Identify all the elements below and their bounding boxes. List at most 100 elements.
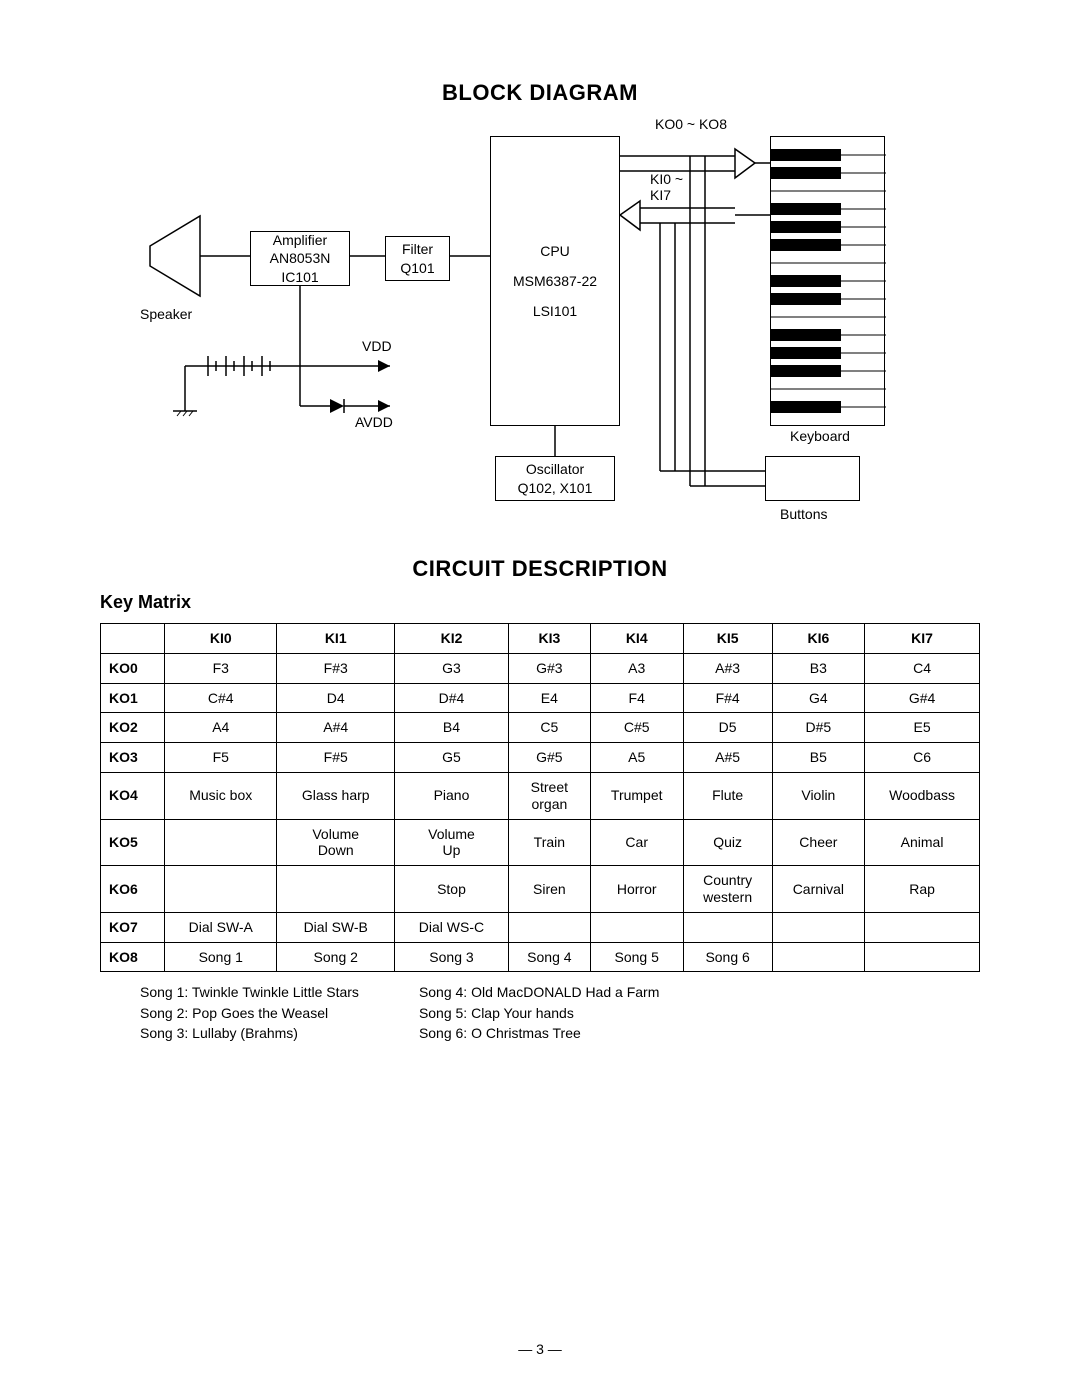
matrix-cell: Song 2 — [277, 942, 395, 972]
table-row: KO2A4A#4B4C5C#5D5D#5E5 — [101, 713, 980, 743]
matrix-cell: Song 6 — [683, 942, 772, 972]
song-entry: Song 3: Lullaby (Brahms) — [140, 1023, 359, 1043]
matrix-cell: G#4 — [865, 683, 980, 713]
matrix-cell: F3 — [165, 653, 277, 683]
matrix-cell: C#4 — [165, 683, 277, 713]
matrix-cell: D5 — [683, 713, 772, 743]
matrix-cell: G3 — [395, 653, 509, 683]
matrix-header-row: KI0KI1KI2KI3KI4KI5KI6KI7 — [101, 624, 980, 654]
matrix-cell: F#3 — [277, 653, 395, 683]
songs-legend: Song 1: Twinkle Twinkle Little StarsSong… — [100, 982, 980, 1043]
cpu-l2: MSM6387-22 — [513, 272, 597, 290]
matrix-col-header: KI3 — [508, 624, 590, 654]
table-row: KO6 StopSirenHorrorCountry westernCarniva… — [101, 866, 980, 913]
matrix-cell: G#3 — [508, 653, 590, 683]
filter-l1: Filter — [402, 240, 433, 258]
matrix-col-header: KI6 — [772, 624, 865, 654]
matrix-cell: G5 — [395, 743, 509, 773]
matrix-cell: Train — [508, 819, 590, 866]
matrix-col-header: KI1 — [277, 624, 395, 654]
matrix-cell — [165, 866, 277, 913]
matrix-row-header: KO4 — [101, 772, 165, 819]
matrix-cell: Car — [590, 819, 683, 866]
matrix-cell: Country western — [683, 866, 772, 913]
matrix-cell: F#5 — [277, 743, 395, 773]
matrix-cell — [772, 912, 865, 942]
matrix-col-header: KI5 — [683, 624, 772, 654]
matrix-cell — [683, 912, 772, 942]
key-matrix-heading: Key Matrix — [100, 592, 980, 613]
amplifier-block: Amplifier AN8053N IC101 — [250, 231, 350, 286]
table-row: KO4Music boxGlass harpPianoStreet organT… — [101, 772, 980, 819]
matrix-cell: Glass harp — [277, 772, 395, 819]
amp-l3: IC101 — [281, 268, 318, 286]
matrix-cell: B3 — [772, 653, 865, 683]
matrix-cell — [772, 942, 865, 972]
matrix-cell: Volume Down — [277, 819, 395, 866]
cpu-block: CPU MSM6387-22 LSI101 — [490, 136, 620, 426]
songs-left-col: Song 1: Twinkle Twinkle Little StarsSong… — [140, 982, 359, 1043]
songs-right-col: Song 4: Old MacDONALD Had a FarmSong 5: … — [419, 982, 659, 1043]
matrix-row-header: KO3 — [101, 743, 165, 773]
matrix-cell: D#4 — [395, 683, 509, 713]
table-row: KO3F5F#5G5G#5A5A#5B5C6 — [101, 743, 980, 773]
matrix-cell: Cheer — [772, 819, 865, 866]
cpu-l3: LSI101 — [533, 302, 577, 320]
matrix-cell: Song 1 — [165, 942, 277, 972]
song-entry: Song 5: Clap Your hands — [419, 1003, 659, 1023]
matrix-cell: Siren — [508, 866, 590, 913]
avdd-label: AVDD — [355, 414, 393, 430]
matrix-cell: B4 — [395, 713, 509, 743]
matrix-cell: C5 — [508, 713, 590, 743]
matrix-cell: Volume Up — [395, 819, 509, 866]
cpu-l1: CPU — [540, 242, 570, 260]
matrix-cell: Violin — [772, 772, 865, 819]
matrix-cell: Song 3 — [395, 942, 509, 972]
matrix-cell: Quiz — [683, 819, 772, 866]
song-entry: Song 4: Old MacDONALD Had a Farm — [419, 982, 659, 1002]
matrix-cell: F5 — [165, 743, 277, 773]
buttons-block — [765, 456, 860, 501]
keyboard-label: Keyboard — [790, 428, 850, 444]
ki-label: KI0 ~ KI7 — [650, 171, 683, 203]
buttons-label: Buttons — [780, 506, 827, 522]
matrix-col-header: KI2 — [395, 624, 509, 654]
matrix-cell — [165, 819, 277, 866]
matrix-cell: Flute — [683, 772, 772, 819]
matrix-cell: Song 5 — [590, 942, 683, 972]
matrix-cell: Trumpet — [590, 772, 683, 819]
table-row: KO8Song 1Song 2Song 3Song 4Song 5Song 6 — [101, 942, 980, 972]
filter-l2: Q101 — [400, 259, 434, 277]
amp-l2: AN8053N — [270, 249, 331, 267]
matrix-cell: Carnival — [772, 866, 865, 913]
matrix-cell: Street organ — [508, 772, 590, 819]
matrix-cell: Horror — [590, 866, 683, 913]
song-entry: Song 1: Twinkle Twinkle Little Stars — [140, 982, 359, 1002]
matrix-row-header: KO6 — [101, 866, 165, 913]
speaker-label: Speaker — [140, 306, 192, 322]
matrix-col-header: KI4 — [590, 624, 683, 654]
page-number: — 3 — — [0, 1341, 1080, 1357]
song-entry: Song 2: Pop Goes the Weasel — [140, 1003, 359, 1023]
matrix-cell — [865, 912, 980, 942]
matrix-cell: G4 — [772, 683, 865, 713]
matrix-corner — [101, 624, 165, 654]
matrix-row-header: KO2 — [101, 713, 165, 743]
matrix-cell: C#5 — [590, 713, 683, 743]
block-diagram: Amplifier AN8053N IC101 Filter Q101 CPU … — [100, 116, 980, 536]
osc-l2: Q102, X101 — [518, 479, 593, 497]
matrix-cell: Rap — [865, 866, 980, 913]
matrix-cell: Dial SW-B — [277, 912, 395, 942]
matrix-cell: F#4 — [683, 683, 772, 713]
matrix-cell: E4 — [508, 683, 590, 713]
matrix-cell: Woodbass — [865, 772, 980, 819]
oscillator-block: Oscillator Q102, X101 — [495, 456, 615, 501]
matrix-cell — [865, 942, 980, 972]
matrix-row-header: KO7 — [101, 912, 165, 942]
matrix-cell: D4 — [277, 683, 395, 713]
table-row: KO5Volume DownVolume UpTrainCarQuizCheer… — [101, 819, 980, 866]
matrix-cell: B5 — [772, 743, 865, 773]
vdd-label: VDD — [362, 338, 392, 354]
matrix-cell: Stop — [395, 866, 509, 913]
matrix-cell: A#3 — [683, 653, 772, 683]
